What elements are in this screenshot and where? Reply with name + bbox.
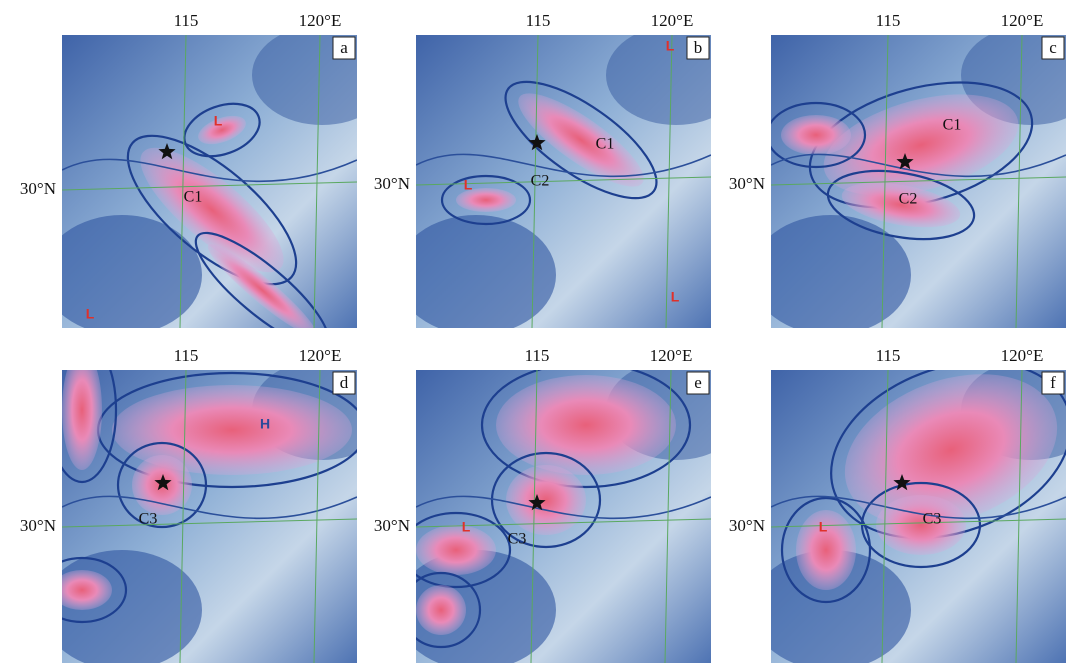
longitude-label: 120°E: [1001, 11, 1044, 30]
convective-area: [52, 570, 112, 610]
cluster-label: C2: [899, 191, 918, 208]
map-image: L L L: [396, 25, 746, 335]
cluster-label: C3: [139, 511, 158, 528]
longitude-label: 115: [876, 11, 901, 30]
longitude-label: 115: [876, 346, 901, 365]
latitude-label: 30°N: [729, 174, 765, 193]
panel-letter: e: [694, 373, 702, 392]
pressure-marker: L: [464, 177, 473, 193]
pressure-marker: L: [819, 519, 828, 535]
dark-cloud: [42, 215, 202, 335]
longitude-label: 120°E: [1001, 346, 1044, 365]
panel-letter: f: [1050, 373, 1056, 392]
convective-area: [781, 115, 851, 155]
figure: LLC1a115120°E30°NLLLC1C2b115120°E30°NC1C…: [0, 0, 1092, 665]
dark-cloud: [606, 25, 746, 125]
convective-area: [62, 350, 102, 470]
longitude-label: 115: [174, 346, 199, 365]
latitude-label: 30°N: [729, 516, 765, 535]
map-image: [751, 25, 1092, 335]
longitude-label: 115: [526, 11, 551, 30]
map-panel: H C3 d 115 120°E 30°N: [20, 338, 392, 665]
panel-letter: c: [1049, 38, 1057, 57]
longitude-label: 115: [174, 11, 199, 30]
dark-cloud: [42, 550, 202, 665]
map-panel: L L L C1 C2 b 115 120°E 30°N: [374, 11, 746, 335]
longitude-label: 115: [525, 346, 550, 365]
cluster-label: C3: [923, 511, 942, 528]
latitude-label: 30°N: [20, 179, 56, 198]
convective-area: [416, 525, 496, 575]
map-panel: L C3 e 115 120°E 30°N: [374, 346, 746, 665]
pressure-marker: H: [260, 416, 270, 432]
longitude-label: 120°E: [650, 346, 693, 365]
map-image: L: [396, 360, 746, 665]
pressure-marker: L: [462, 519, 471, 535]
cluster-label: C1: [943, 117, 962, 134]
pressure-marker: L: [214, 113, 223, 129]
map-panel: C1 C2 c 115 120°E 30°N: [729, 11, 1092, 335]
convective-area: [496, 375, 676, 475]
pressure-marker: L: [86, 306, 95, 322]
panel-letter: d: [340, 373, 349, 392]
map-image: LL: [42, 25, 392, 362]
cluster-label: C1: [596, 136, 615, 153]
convective-area: [876, 495, 966, 555]
longitude-label: 120°E: [299, 346, 342, 365]
cluster-label: C2: [531, 173, 550, 190]
convective-area: [416, 585, 466, 635]
map-panel: L C3 f 115 120°E 30°N: [729, 331, 1092, 665]
panel-letter: a: [340, 38, 348, 57]
pressure-marker: L: [666, 38, 675, 54]
latitude-label: 30°N: [20, 516, 56, 535]
cluster-label: C3: [508, 531, 527, 548]
longitude-label: 120°E: [651, 11, 694, 30]
map-image: L: [751, 331, 1092, 665]
panel-letter: b: [694, 38, 703, 57]
dark-cloud: [751, 215, 911, 335]
cluster-label: C1: [184, 189, 203, 206]
latitude-label: 30°N: [374, 174, 410, 193]
dark-cloud: [252, 25, 392, 125]
longitude-label: 120°E: [299, 11, 342, 30]
latitude-label: 30°N: [374, 516, 410, 535]
pressure-marker: L: [671, 289, 680, 305]
